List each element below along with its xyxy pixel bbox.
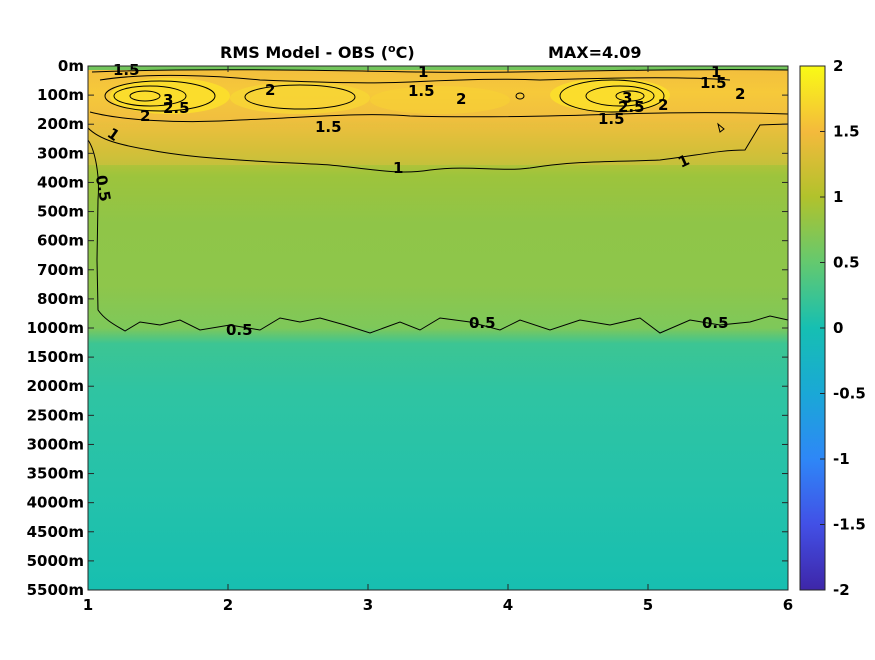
y-tick-label: 1500m — [27, 348, 84, 366]
colorbar-axis: 2 1.5 1 0.5 0 -0.5 -1 -1.5 -2 — [820, 57, 866, 599]
contour-label: 1 — [418, 63, 428, 81]
x-tick-label: 1 — [83, 596, 93, 614]
contour-label: 0.5 — [92, 174, 114, 203]
warm-patch — [370, 86, 510, 114]
x-tick-label: 4 — [503, 596, 513, 614]
y-tick-label: 2000m — [27, 377, 84, 395]
y-tick-label: 100m — [37, 86, 84, 104]
contour-label: 3 — [622, 89, 632, 107]
colorbar: 2 1.5 1 0.5 0 -0.5 -1 -1.5 -2 — [799, 57, 866, 599]
y-tick-label: 0m — [58, 57, 84, 75]
colorbar-tick-label: 1 — [833, 188, 843, 206]
colorbar-tick-label: 2 — [833, 57, 843, 75]
y-tick-label: 700m — [37, 261, 84, 279]
contour-2-5-right — [585, 85, 655, 107]
chart-title: RMS Model - OBS (oC) — [220, 42, 415, 62]
colorbar-tick-label: -2 — [833, 581, 850, 599]
contour-small-loop — [515, 92, 525, 100]
contour-lines — [87, 69, 789, 334]
contour-label: 0.5 — [469, 314, 496, 332]
contour-label: 3 — [163, 91, 173, 109]
contour-0-5 — [87, 139, 789, 334]
contour-label-group: 1.5 1 1.5 1 1.5 2 2 2 2.5 3 2.5 3 2 2 1.… — [92, 61, 746, 339]
contour-1-5-top — [99, 74, 731, 84]
y-axis: 0m 100m 200m 300m 400m 500m 600m 700m 800m 1000m 1… — [27, 57, 788, 599]
hot-core-right — [550, 78, 670, 112]
contour-label: 1 — [711, 63, 721, 81]
contour-label: 2.5 — [163, 99, 190, 117]
y-tick-label: 200m — [37, 115, 84, 133]
contour-small-triangle — [717, 122, 725, 133]
max-value-label: MAX=4.09 — [548, 43, 642, 62]
colorbar-tick-label: -1.5 — [833, 516, 866, 534]
y-tick-label: 2500m — [27, 406, 84, 424]
y-tick-label: 3500m — [27, 465, 84, 483]
contour-label: 1.5 — [598, 110, 625, 128]
y-tick-label: 300m — [37, 144, 84, 162]
contour-label: 2 — [658, 96, 668, 114]
colorbar-tick-label: -1 — [833, 450, 850, 468]
x-tick-label: 6 — [783, 596, 793, 614]
contour-label: 2 — [456, 90, 466, 108]
y-tick-label: 600m — [37, 232, 84, 250]
colorbar-tick-label: 0 — [833, 319, 843, 337]
contour-1-0-top — [91, 69, 789, 73]
y-tick-label: 1000m — [27, 319, 84, 337]
y-tick-label: 4000m — [27, 494, 84, 512]
y-tick-label: 5000m — [27, 552, 84, 570]
plot-area: 1.5 1 1.5 1 1.5 2 2 2 2.5 3 2.5 3 2 2 1.… — [87, 61, 789, 591]
hot-core-left — [110, 78, 230, 114]
contour-label: 0.5 — [702, 314, 729, 332]
colorbar-tick-label: 1.5 — [833, 123, 860, 141]
contour-2-0-right — [559, 79, 665, 113]
x-tick-label: 3 — [363, 596, 373, 614]
x-tick-label: 2 — [223, 596, 233, 614]
contour-1-5 — [89, 111, 789, 123]
y-tick-label: 500m — [37, 203, 84, 221]
colorbar-tick-label: -0.5 — [833, 385, 866, 403]
contour-label: 2 — [140, 107, 150, 125]
contour-3-0-right — [615, 90, 645, 102]
contour-3-0-left — [129, 90, 161, 102]
contour-2-5-left — [113, 85, 187, 107]
y-tick-label: 3000m — [27, 435, 84, 453]
contour-label: 1 — [393, 159, 403, 177]
y-tick-label: 800m — [37, 290, 84, 308]
y-tick-label: 5500m — [27, 581, 84, 599]
contour-label: 1.5 — [113, 61, 140, 79]
contour-label: 2 — [735, 85, 745, 103]
surface-band — [88, 66, 788, 70]
contour-1-0 — [87, 123, 789, 173]
contour-2-0-left — [104, 80, 216, 112]
colorbar-tick-label: 0.5 — [833, 254, 860, 272]
contour-label: 0.5 — [226, 321, 253, 339]
contour-label: 2 — [265, 81, 275, 99]
contour-label: 2.5 — [618, 98, 645, 116]
contour-label: 1.5 — [408, 82, 435, 100]
y-tick-label: 4500m — [27, 523, 84, 541]
contour-2-0-middle — [244, 84, 356, 110]
x-tick-label: 5 — [643, 596, 653, 614]
y-tick-label: 400m — [37, 173, 84, 191]
contour-label: 1.5 — [315, 118, 342, 136]
contour-label: 1.5 — [700, 74, 727, 92]
